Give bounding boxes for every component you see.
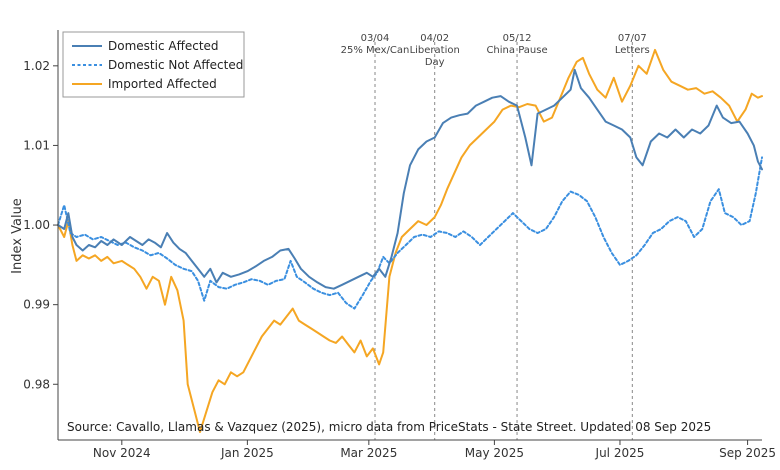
legend: Domestic Affected Domestic Not Affected Im… (62, 31, 245, 98)
x-tick-label: Sep 2025 (719, 446, 776, 460)
source-note: Source: Cavallo, Llamas & Vazquez (2025)… (67, 420, 711, 434)
legend-label: Domestic Not Affected (108, 58, 243, 72)
event-marker-label: China Pause (486, 45, 547, 56)
series-line-domestic-not-affected (57, 156, 763, 310)
series-line-imported-affected (57, 48, 763, 433)
legend-label: Domestic Affected (108, 39, 219, 53)
event-marker-label: Letters (615, 45, 650, 56)
series-layer (57, 48, 763, 433)
event-marker-label: 07/07 (618, 33, 647, 44)
series-line-domestic-affected (57, 68, 763, 290)
y-tick-label: 1.01 (23, 138, 50, 152)
y-axis-title: Index Value (10, 198, 25, 274)
axes-layer: Index Value 0.98 0.99 1.00 1.01 1.02 Nov 2024… (10, 30, 776, 460)
legend-label: Imported Affected (108, 77, 217, 91)
event-marker-label: 03/04 (361, 33, 390, 44)
event-marker-label: 25% Mex/Can (341, 45, 410, 56)
x-tick-label: Jan 2025 (220, 446, 274, 460)
event-marker-label: Day (425, 57, 445, 68)
x-tick-label: Nov 2024 (93, 446, 151, 460)
y-tick-label: 0.98 (23, 377, 50, 391)
x-tick-label: May 2025 (465, 446, 524, 460)
legend-box (62, 31, 245, 98)
event-marker-label: 04/02 (420, 33, 449, 44)
event-marker-label: Liberation (410, 45, 460, 56)
y-tick-label: 1.02 (23, 59, 50, 73)
x-tick-label: Mar 2025 (340, 446, 397, 460)
event-marker-label: 05/12 (503, 33, 532, 44)
y-tick-label: 1.00 (23, 218, 50, 232)
y-tick-label: 0.99 (23, 298, 50, 312)
x-tick-label: Jul 2025 (595, 446, 645, 460)
